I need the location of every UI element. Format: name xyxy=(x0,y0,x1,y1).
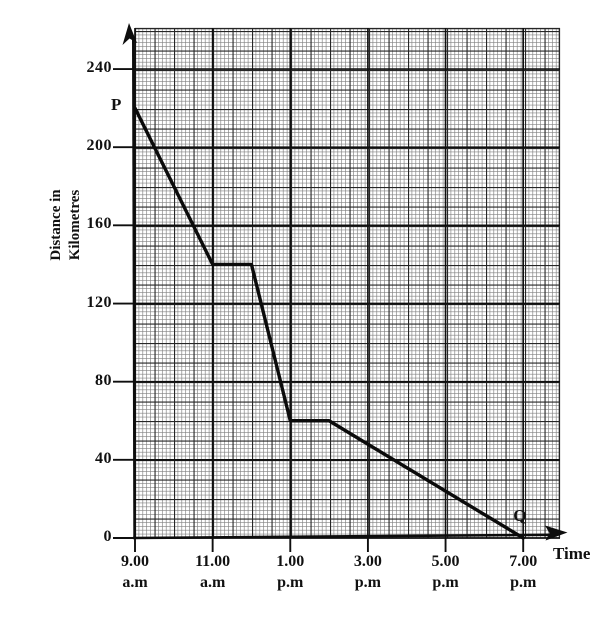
y-tick-label: 160 xyxy=(86,215,112,233)
y-tick-label: 80 xyxy=(95,371,112,389)
point-label-q: Q xyxy=(513,506,527,525)
journey-line xyxy=(133,106,525,540)
x-axis-arrowhead-icon xyxy=(545,525,568,541)
y-tick-label: 0 xyxy=(103,528,112,545)
y-axis-line xyxy=(132,37,136,539)
x-tick-label: 5.00 p.m xyxy=(431,553,460,591)
y-tick-label: 240 xyxy=(86,59,112,77)
y-axis-arrowhead-icon xyxy=(122,23,137,45)
y-tick-label: 40 xyxy=(95,449,112,467)
x-axis-line xyxy=(132,533,552,540)
point-label-p: P xyxy=(111,95,122,115)
y-tick-label: 200 xyxy=(86,137,112,155)
y-tick-label: 120 xyxy=(86,293,112,311)
x-tick-label: 11.00 a.m xyxy=(195,553,231,591)
x-tick-label: 1.00 p.m xyxy=(276,553,305,591)
axis-ticks xyxy=(113,68,525,552)
x-tick-label: 3.00 p.m xyxy=(353,553,382,591)
grid-border xyxy=(135,27,561,538)
graph-paper-grid xyxy=(135,28,560,538)
x-axis-title: Time xyxy=(553,544,591,563)
x-tick-label: 7.00 p.m xyxy=(509,553,538,591)
x-tick-label: 9.00 a.m xyxy=(121,553,149,591)
